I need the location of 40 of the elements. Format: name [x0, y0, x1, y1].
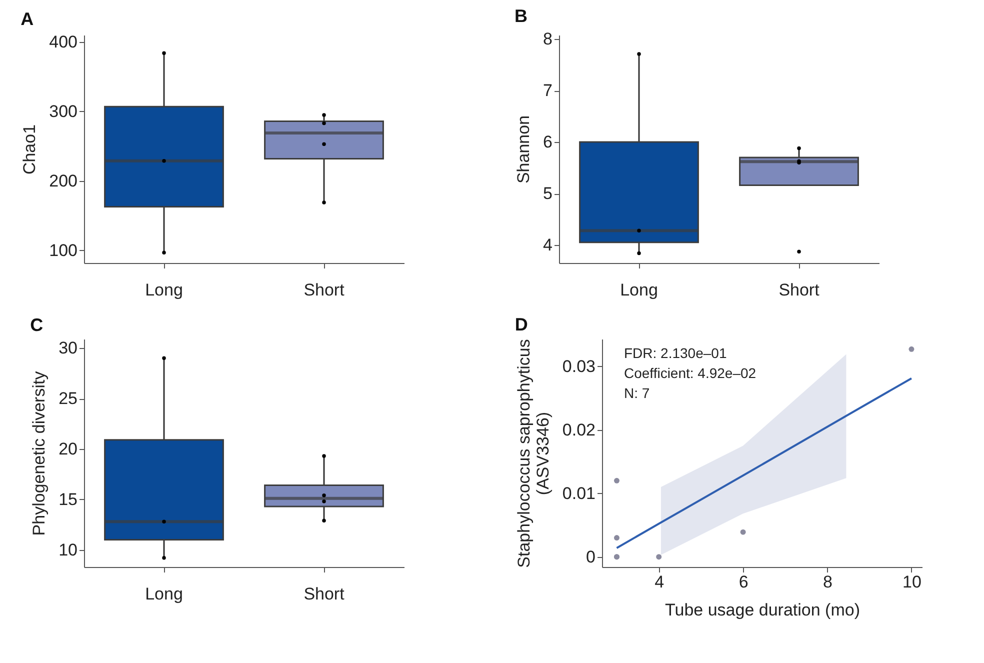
x-tick-label: 6 — [738, 572, 748, 592]
annotation: FDR: 2.130e–01 — [624, 345, 727, 361]
y-tick-label: 100 — [49, 240, 78, 260]
y-tick-label: 10 — [58, 540, 78, 560]
y-tick-label: 5 — [543, 184, 552, 204]
x-tick-label: Short — [304, 584, 345, 604]
annotation: Coefficient: 4.92e–02 — [624, 365, 756, 381]
x-tick-label: Short — [778, 280, 820, 300]
x-tick-label: 8 — [823, 572, 832, 592]
y-tick-label: 0.01 — [562, 484, 596, 503]
x-tick-label: 4 — [654, 572, 664, 592]
x-tick-label: 10 — [902, 572, 922, 592]
chart-title: D — [514, 314, 528, 335]
chart-title: B — [514, 6, 528, 26]
y-tick-label: 0 — [586, 547, 596, 566]
y-tick-label: 25 — [58, 389, 78, 408]
x-tick-label: Long — [145, 280, 183, 300]
y-tick-label: 0.03 — [562, 356, 596, 376]
y-tick-label: 30 — [58, 338, 78, 358]
annotation: N: 7 — [624, 385, 650, 401]
y-tick-label: 7 — [543, 81, 552, 100]
y-axis-title: Chao1 — [20, 124, 40, 175]
y-tick-label: 300 — [49, 102, 78, 121]
x-tick-label: Short — [304, 280, 345, 300]
y-tick-label: 15 — [58, 490, 78, 509]
y-tick-label: 4 — [543, 235, 552, 254]
chart-title: A — [20, 8, 34, 29]
y-tick-label: 400 — [49, 32, 78, 52]
y-tick-label: 200 — [49, 171, 78, 190]
y-axis-title: Staphylococcus saprophyticus (ASV3346) — [514, 339, 552, 568]
y-tick-label: 6 — [543, 132, 552, 152]
x-tick-label: Long — [145, 584, 183, 604]
chart-title: C — [30, 315, 44, 335]
x-axis-title: Tube usage duration (mo) — [665, 600, 860, 620]
x-tick-label: Long — [620, 280, 658, 300]
y-tick-label: 8 — [543, 30, 552, 49]
y-tick-label: 20 — [58, 439, 78, 458]
y-axis-title: Phylogenetic diversity — [30, 370, 49, 536]
y-axis-title: Shannon — [514, 115, 534, 184]
y-tick-label: 0.02 — [562, 420, 596, 440]
